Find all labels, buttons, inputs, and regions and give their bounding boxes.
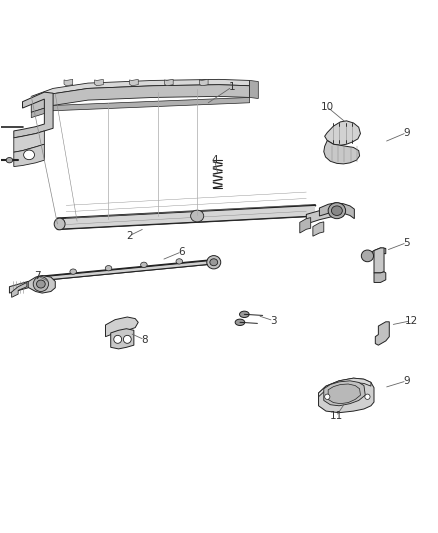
Polygon shape [319, 203, 354, 219]
Polygon shape [374, 248, 384, 273]
Polygon shape [95, 79, 103, 86]
Polygon shape [325, 121, 360, 146]
Polygon shape [164, 79, 173, 86]
Polygon shape [374, 272, 386, 282]
Text: 5: 5 [403, 238, 410, 247]
Text: 9: 9 [403, 127, 410, 138]
Polygon shape [199, 79, 208, 86]
Polygon shape [106, 317, 138, 337]
Polygon shape [31, 98, 250, 118]
Ellipse shape [36, 280, 45, 288]
Ellipse shape [24, 150, 35, 160]
Ellipse shape [191, 210, 204, 222]
Polygon shape [14, 144, 44, 166]
Polygon shape [365, 248, 386, 261]
Polygon shape [328, 384, 360, 403]
Polygon shape [14, 92, 53, 138]
Polygon shape [31, 85, 250, 112]
Polygon shape [313, 222, 324, 236]
Polygon shape [324, 381, 365, 406]
Text: 1: 1 [229, 82, 235, 92]
Ellipse shape [6, 158, 13, 163]
Ellipse shape [361, 250, 374, 262]
Ellipse shape [33, 277, 49, 292]
Ellipse shape [210, 259, 218, 266]
Text: 4: 4 [211, 155, 218, 165]
Ellipse shape [235, 319, 245, 326]
Ellipse shape [328, 203, 346, 219]
Text: 9: 9 [403, 376, 410, 386]
Text: 8: 8 [141, 335, 148, 345]
Ellipse shape [176, 259, 183, 264]
Polygon shape [306, 206, 343, 224]
Text: 12: 12 [404, 316, 418, 326]
Text: 3: 3 [270, 316, 277, 326]
Polygon shape [318, 378, 374, 413]
Ellipse shape [105, 265, 112, 271]
Polygon shape [12, 282, 27, 297]
Polygon shape [57, 205, 315, 229]
Ellipse shape [124, 335, 131, 343]
Polygon shape [130, 79, 138, 86]
Text: 6: 6 [179, 247, 185, 256]
Polygon shape [111, 329, 134, 349]
Polygon shape [38, 260, 215, 281]
Polygon shape [10, 281, 28, 293]
Polygon shape [14, 131, 44, 152]
Ellipse shape [141, 262, 147, 268]
Polygon shape [27, 276, 55, 293]
Text: 7: 7 [35, 271, 41, 281]
Ellipse shape [54, 218, 65, 230]
Polygon shape [318, 378, 371, 397]
Ellipse shape [70, 269, 77, 274]
Polygon shape [250, 80, 258, 99]
Ellipse shape [207, 256, 221, 269]
Polygon shape [31, 79, 250, 102]
Ellipse shape [114, 335, 122, 343]
Text: 2: 2 [126, 231, 133, 241]
Polygon shape [300, 217, 311, 233]
Text: 10: 10 [321, 102, 334, 112]
Polygon shape [375, 322, 389, 345]
Polygon shape [64, 79, 73, 86]
Ellipse shape [365, 394, 370, 399]
Text: 11: 11 [329, 411, 343, 422]
Ellipse shape [240, 311, 249, 318]
Ellipse shape [332, 206, 343, 215]
Ellipse shape [325, 394, 330, 399]
Polygon shape [324, 141, 360, 164]
